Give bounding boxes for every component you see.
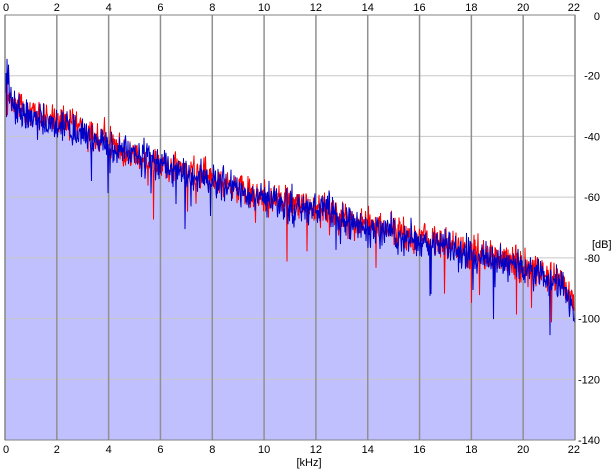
y-tick-label: -140	[578, 435, 600, 447]
y-tick-label: -60	[584, 192, 600, 204]
x-tick-label-bottom: 18	[465, 444, 477, 456]
x-tick-label-bottom: 20	[517, 444, 529, 456]
y-tick-label: -100	[578, 314, 600, 326]
x-tick-label-top: 12	[310, 2, 322, 14]
x-tick-label-top: 16	[413, 2, 425, 14]
x-tick-label-top: 4	[106, 2, 112, 14]
x-tick-label-bottom: 22	[568, 444, 580, 456]
x-tick-label-bottom: 14	[362, 444, 374, 456]
x-tick-label-top: 14	[362, 2, 374, 14]
x-tick-label-top: 18	[465, 2, 477, 14]
x-tick-label-top: 20	[517, 2, 529, 14]
x-tick-label-bottom: 8	[209, 444, 215, 456]
y-tick-label: -120	[578, 374, 600, 386]
x-tick-label-bottom: 10	[258, 444, 270, 456]
y-tick-label: -80	[584, 253, 600, 265]
y-tick-label: -20	[584, 71, 600, 83]
series-layer	[4, 58, 576, 336]
y-tick-label: -40	[584, 131, 600, 143]
x-tick-label-bottom: 0	[3, 444, 9, 456]
x-tick-label-bottom: 2	[54, 444, 60, 456]
axis-layer: 002244668810101212141416161818202022220-…	[3, 2, 600, 456]
y-tick-label: 0	[594, 11, 600, 23]
x-tick-label-top: 2	[54, 2, 60, 14]
x-tick-label-bottom: 12	[310, 444, 322, 456]
spectrum-fill-layer	[5, 58, 575, 440]
x-tick-label-bottom: 4	[106, 444, 112, 456]
x-tick-label-bottom: 6	[157, 444, 163, 456]
x-tick-label-top: 10	[258, 2, 270, 14]
x-tick-label-top: 6	[157, 2, 163, 14]
y-axis-unit-label: [dB]	[592, 239, 612, 251]
x-tick-label-top: 0	[3, 2, 9, 14]
plot-frame	[4, 14, 576, 441]
x-tick-label-top: 22	[568, 2, 580, 14]
series-line-2	[4, 58, 576, 336]
spectrum-area-fill	[5, 58, 575, 440]
x-tick-label-bottom: 16	[413, 444, 425, 456]
x-axis-unit-label: [kHz]	[296, 457, 321, 469]
x-tick-label-top: 8	[209, 2, 215, 14]
